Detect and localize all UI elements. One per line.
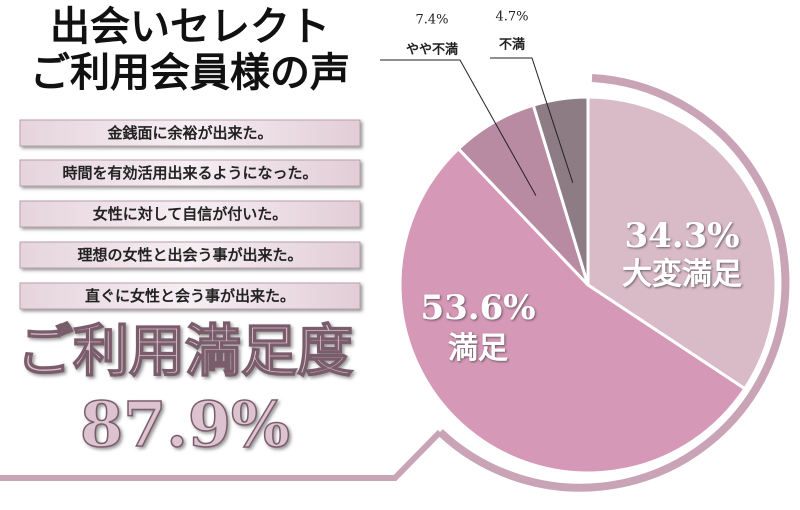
slice-category-label: 不満 (499, 37, 525, 53)
slice-value-label: 34.3% (624, 216, 739, 256)
slice-category-label: 満足 (448, 331, 508, 366)
comment-text: 女性に対して自信が付いた。 (93, 205, 288, 223)
pie-slice (398, 146, 747, 475)
pie-labels: 34.3%大変満足 53.6%満足 7.4% やや不満 4.7% 不満 (380, 10, 742, 366)
comment: 理想の女性と出会う事が出来た。 (19, 241, 361, 269)
comment: 金銭面に余裕が出来た。 (19, 119, 361, 147)
slice-value-label: 4.7% (495, 10, 528, 25)
comment-text: 金銭面に余裕が出来た。 (106, 124, 272, 142)
comment-text: 理想の女性と出会う事が出来た。 (77, 246, 302, 264)
comment-box (19, 119, 361, 147)
comments: 金銭面に余裕が出来た。時間を有効活用出来るようになった。女性に対して自信が付いた… (19, 119, 361, 310)
comment: 直ぐに女性と会う事が出来た。 (19, 282, 361, 310)
comment: 女性に対して自信が付いた。 (19, 200, 361, 228)
comment-box (19, 159, 361, 187)
comment-box (19, 282, 361, 310)
comment-text: 時間を有効活用出来るようになった。 (62, 164, 317, 182)
summary-value: 87.9% (80, 388, 290, 461)
frame-ring (437, 74, 790, 492)
comment-box (19, 200, 361, 228)
frame-line (0, 429, 443, 481)
pie-slice (531, 95, 590, 286)
slice-value-label: 7.4% (415, 13, 448, 28)
pie (398, 95, 778, 475)
leader-line (380, 59, 537, 196)
leader-line (490, 57, 574, 183)
slice-category-label: やや不満 (406, 42, 458, 58)
subtitle: ご利用会員様の声 (30, 49, 350, 96)
comment: 時間を有効活用出来るようになった。 (19, 159, 361, 187)
summary-title: ご利用満足度 (17, 319, 353, 385)
comment-box (19, 241, 361, 269)
slice-value-label: 53.6% (420, 288, 535, 328)
slice-category-label: 大変満足 (622, 257, 742, 292)
title: 出会いセレクト (50, 3, 330, 50)
comment-text: 直ぐに女性と会う事が出来た。 (85, 287, 295, 305)
